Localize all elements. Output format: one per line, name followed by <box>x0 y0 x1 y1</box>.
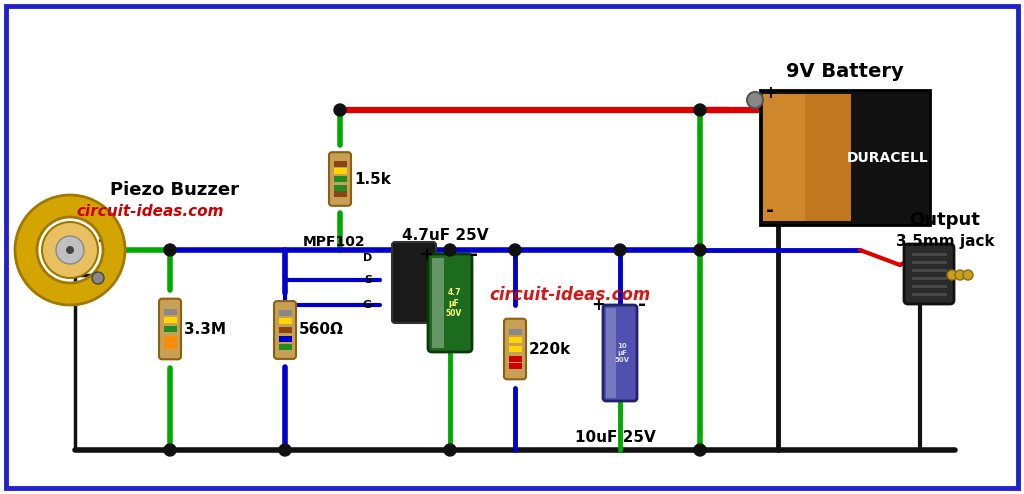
Bar <box>912 253 947 256</box>
Circle shape <box>694 104 706 116</box>
Circle shape <box>444 444 456 456</box>
FancyBboxPatch shape <box>428 254 472 352</box>
Text: S: S <box>364 275 372 285</box>
Circle shape <box>963 270 973 280</box>
Bar <box>912 269 947 272</box>
Circle shape <box>694 444 706 456</box>
Text: 4.7uF 25V: 4.7uF 25V <box>401 229 488 244</box>
Bar <box>509 356 521 362</box>
Text: Output: Output <box>909 211 980 229</box>
Text: Piezo Buzzer: Piezo Buzzer <box>111 181 240 199</box>
Text: 9V Battery: 9V Battery <box>786 63 904 82</box>
Bar <box>334 161 346 167</box>
Circle shape <box>694 244 706 256</box>
Text: 1.5k: 1.5k <box>354 171 391 187</box>
Bar <box>760 90 930 225</box>
Text: 3.3M: 3.3M <box>184 322 226 336</box>
Circle shape <box>92 272 104 284</box>
Bar <box>164 343 176 349</box>
FancyBboxPatch shape <box>159 299 181 359</box>
Circle shape <box>509 244 521 256</box>
Text: 10uF 25V: 10uF 25V <box>574 430 655 446</box>
Text: MPF102: MPF102 <box>302 235 365 249</box>
Text: +: + <box>591 296 605 314</box>
Bar <box>509 346 521 352</box>
Bar <box>912 261 947 264</box>
Bar <box>279 336 292 342</box>
FancyBboxPatch shape <box>329 152 351 206</box>
Bar <box>334 185 346 191</box>
Text: circuit-ideas.com: circuit-ideas.com <box>489 286 650 304</box>
Bar <box>279 318 292 324</box>
Bar <box>763 94 851 221</box>
Bar <box>334 168 346 174</box>
Bar <box>912 285 947 288</box>
FancyBboxPatch shape <box>904 244 954 304</box>
Wedge shape <box>15 195 125 305</box>
Circle shape <box>164 244 176 256</box>
Text: 220k: 220k <box>529 341 571 357</box>
Bar <box>912 277 947 280</box>
FancyBboxPatch shape <box>392 242 436 323</box>
FancyBboxPatch shape <box>274 301 296 359</box>
Bar <box>432 258 444 348</box>
Bar <box>912 293 947 296</box>
Bar <box>334 176 346 182</box>
Bar <box>164 317 176 323</box>
Bar <box>164 326 176 332</box>
Circle shape <box>42 222 98 278</box>
FancyBboxPatch shape <box>603 305 637 401</box>
Bar <box>509 364 521 370</box>
Text: -: - <box>766 201 774 219</box>
Bar <box>164 336 176 342</box>
FancyBboxPatch shape <box>504 319 526 379</box>
Circle shape <box>334 104 346 116</box>
Circle shape <box>444 244 456 256</box>
Text: G: G <box>362 300 372 310</box>
Circle shape <box>955 270 965 280</box>
Circle shape <box>947 270 957 280</box>
Circle shape <box>66 246 74 254</box>
Text: 560Ω: 560Ω <box>299 323 344 337</box>
Text: +: + <box>763 84 777 102</box>
Text: D: D <box>362 253 372 263</box>
Text: 3.5mm jack: 3.5mm jack <box>896 235 994 249</box>
Text: -: - <box>638 295 646 315</box>
Bar <box>509 329 521 334</box>
Bar <box>279 327 292 333</box>
Circle shape <box>279 444 291 456</box>
Circle shape <box>164 444 176 456</box>
Bar <box>509 337 521 343</box>
Circle shape <box>56 236 84 264</box>
Circle shape <box>614 244 626 256</box>
Bar <box>279 343 292 350</box>
Text: DURACELL: DURACELL <box>847 151 929 165</box>
Bar <box>763 94 805 221</box>
Text: 10
µF
50V: 10 µF 50V <box>614 343 630 363</box>
Bar <box>606 308 616 398</box>
Text: 4.7
µF
50V: 4.7 µF 50V <box>445 288 462 318</box>
Circle shape <box>746 92 763 108</box>
Bar <box>164 309 176 315</box>
Text: -: - <box>470 246 478 264</box>
Bar <box>279 310 292 317</box>
Bar <box>334 191 346 197</box>
Text: +: + <box>419 246 433 264</box>
Text: circuit-ideas.com: circuit-ideas.com <box>76 205 224 219</box>
